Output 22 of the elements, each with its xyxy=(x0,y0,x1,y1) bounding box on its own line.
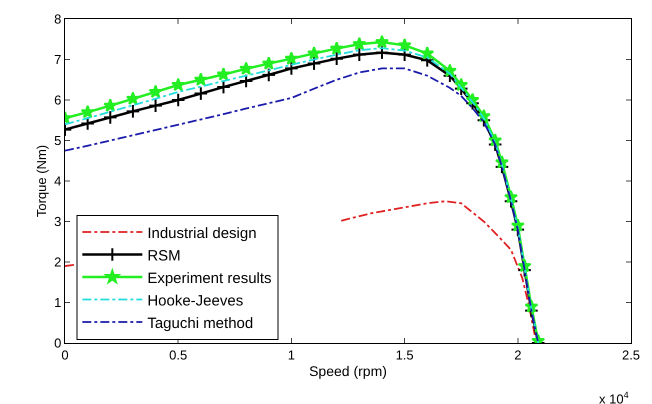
y-axis-title: Torque (Nm) xyxy=(34,144,50,218)
y-tick-label: 1 xyxy=(54,295,62,310)
x-tick-label: 1 xyxy=(288,348,296,363)
text: x 10$^{4}$ xyxy=(599,390,629,404)
legend-label: RSM xyxy=(147,247,181,264)
y-tick-label: 4 xyxy=(54,174,62,189)
legend-label: Taguchi method xyxy=(147,314,254,332)
legend-label: Industrial design xyxy=(147,224,257,242)
legend-label: Hooke-Jeeves xyxy=(147,292,244,310)
x-axis-title: Speed (rpm) xyxy=(309,362,387,379)
y-tick-label: 7 xyxy=(54,52,62,68)
x-tick-label: 2 xyxy=(514,348,522,363)
y-tick-label: 2 xyxy=(54,254,62,270)
y-tick-label: 5 xyxy=(54,133,62,148)
x-tick-label: 0.5 xyxy=(169,348,188,363)
y-tick-label: 8 xyxy=(54,12,62,27)
y-tick-label: 0 xyxy=(54,336,62,351)
x-tick-label: 1.5 xyxy=(396,348,414,363)
y-tick-label: 3 xyxy=(54,214,62,230)
y-tick-label: 6 xyxy=(54,92,62,108)
legend-label: Experiment results xyxy=(147,270,272,287)
x-tick-label: 2.5 xyxy=(622,348,640,363)
